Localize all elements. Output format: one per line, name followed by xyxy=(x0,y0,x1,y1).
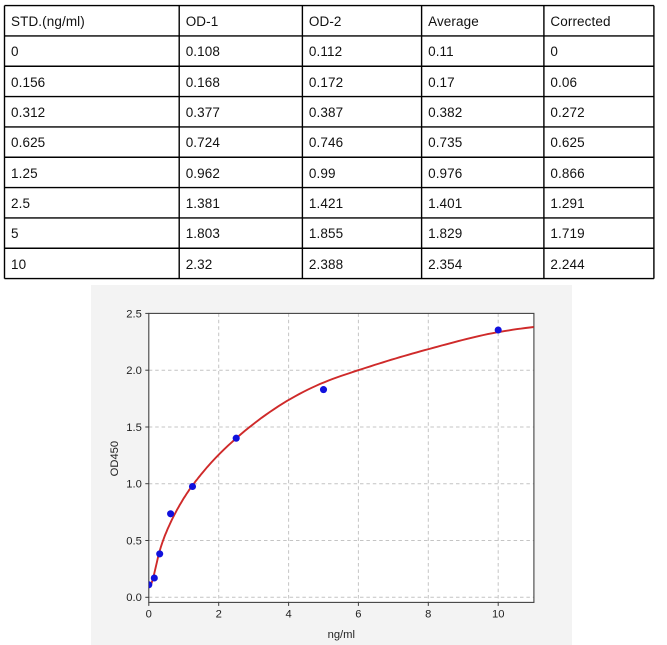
svg-text:OD450: OD450 xyxy=(109,441,121,476)
svg-text:8: 8 xyxy=(425,609,431,621)
svg-text:0.5: 0.5 xyxy=(126,535,142,547)
svg-text:1.5: 1.5 xyxy=(126,422,142,434)
svg-text:ng/ml: ng/ml xyxy=(328,629,355,641)
svg-text:10: 10 xyxy=(492,609,504,621)
svg-text:0.0: 0.0 xyxy=(126,592,142,604)
svg-text:4: 4 xyxy=(285,609,291,621)
svg-text:2.5: 2.5 xyxy=(126,308,142,320)
svg-text:1.0: 1.0 xyxy=(126,479,142,491)
svg-text:6: 6 xyxy=(355,609,361,621)
svg-text:2.0: 2.0 xyxy=(126,365,142,377)
svg-text:0: 0 xyxy=(146,609,152,621)
svg-text:2: 2 xyxy=(216,609,222,621)
